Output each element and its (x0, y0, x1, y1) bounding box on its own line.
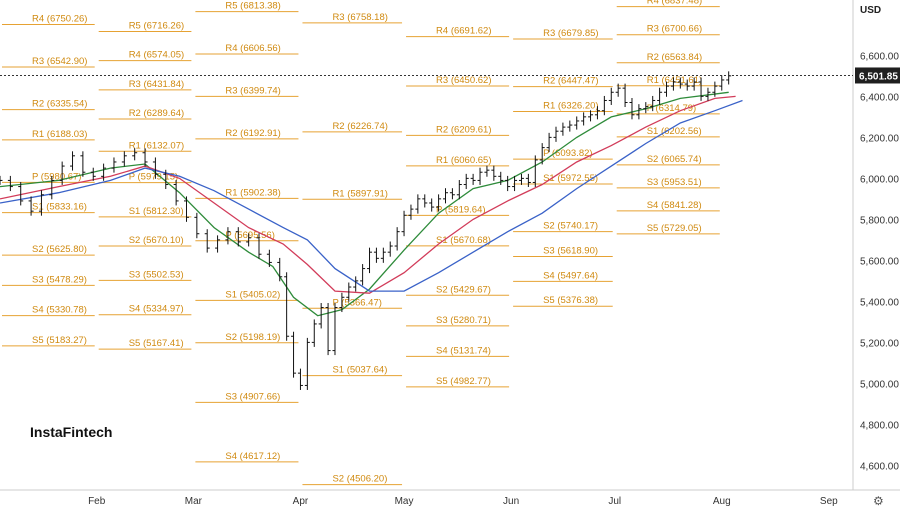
x-tick-label: Aug (713, 496, 731, 507)
y-tick-label: 5,600.00 (860, 256, 899, 267)
x-tick-label: Feb (88, 496, 106, 507)
pivot-label: R3 (6700.66) (647, 24, 702, 35)
pivot-label: P (5366.47) (332, 297, 381, 308)
pivot-label: S1 (5670.68) (436, 235, 491, 246)
y-tick-label: 5,400.00 (860, 297, 899, 308)
pivot-label: R5 (6813.38) (225, 1, 280, 12)
pivot-label: S3 (4907.66) (225, 391, 280, 402)
pivot-label: R1 (5902.38) (225, 187, 280, 198)
pivot-label: R2 (6447.47) (543, 76, 598, 87)
settings-gear-icon[interactable]: ⚙ (873, 494, 884, 508)
pivot-label: P (5980.67) (32, 171, 81, 182)
pivot-label: S1 (6202.56) (647, 126, 702, 137)
y-tick-label: 6,600.00 (860, 51, 899, 62)
pivot-label: S1 (5812.30) (129, 206, 184, 217)
pivot-label: S5 (4982.77) (436, 376, 491, 387)
pivot-label: R3 (6399.74) (225, 85, 280, 96)
moving-average-line (0, 91, 729, 317)
pivot-label: R4 (6691.62) (436, 26, 491, 37)
y-tick-label: 5,200.00 (860, 338, 899, 349)
pivot-label: R3 (6758.18) (332, 12, 387, 23)
x-tick-label: Jun (503, 496, 519, 507)
pivot-label: R2 (6192.91) (225, 128, 280, 139)
pivot-label: S5 (5729.05) (647, 223, 702, 234)
candle-layer (0, 71, 732, 390)
current-price-label: 6,501.85 (859, 71, 898, 82)
pivot-label: S2 (4506.20) (332, 474, 387, 485)
pivot-label: R3 (6450.62) (436, 75, 491, 86)
moving-average-layer (0, 91, 743, 317)
pivot-label: R1 (6326.20) (543, 100, 598, 111)
pivot-label: S3 (5618.90) (543, 246, 598, 257)
brand-logo: InstaFintech (30, 424, 112, 440)
pivot-label: S4 (5841.28) (647, 200, 702, 211)
y-tick-label: 6,200.00 (860, 133, 899, 144)
pivot-label: P (5979.15) (129, 172, 178, 183)
pivot-label: S5 (5183.27) (32, 335, 87, 346)
x-tick-label: Mar (185, 496, 203, 507)
pivot-label: S1 (5833.16) (32, 202, 87, 213)
pivot-label: S1 (5405.02) (225, 289, 280, 300)
y-tick-label: 6,000.00 (860, 174, 899, 185)
pivot-label: R2 (6226.74) (332, 121, 387, 132)
pivot-label: S3 (5280.71) (436, 315, 491, 326)
y-tick-label: 5,800.00 (860, 215, 899, 226)
pivot-label: R1 (6132.07) (129, 140, 184, 151)
pivot-label: R4 (6837.48) (647, 0, 702, 7)
pivot-label: P (6314.79) (647, 103, 696, 114)
moving-average-line (0, 99, 743, 292)
pivot-label: R1 (6451.61) (647, 75, 702, 86)
pivot-label: S2 (5670.10) (129, 235, 184, 246)
pivot-label: R3 (6542.90) (32, 56, 87, 67)
pivot-label: S1 (5037.64) (332, 365, 387, 376)
pivot-label: P (5695.56) (225, 230, 274, 241)
pivot-label: R3 (6679.85) (543, 28, 598, 39)
pivot-label: S4 (5131.74) (436, 345, 491, 356)
pivot-label: S3 (5502.53) (129, 269, 184, 280)
pivot-label: S3 (5953.51) (647, 177, 702, 188)
y-tick-label: 5,000.00 (860, 379, 899, 390)
pivot-label: R2 (6209.61) (436, 124, 491, 135)
pivot-label: S1 (5972.55) (543, 173, 598, 184)
pivot-label: S2 (5198.19) (225, 332, 280, 343)
x-tick-label: Jul (608, 496, 621, 507)
pivot-label: S5 (5167.41) (129, 338, 184, 349)
pivot-label: R4 (6606.56) (225, 43, 280, 54)
pivot-label: R1 (6188.03) (32, 129, 87, 140)
pivot-label: R1 (5897.91) (332, 188, 387, 199)
pivot-label: R2 (6563.84) (647, 52, 702, 63)
currency-label[interactable]: USD (860, 5, 881, 16)
pivot-label: S4 (5497.64) (543, 270, 598, 281)
x-tick-label: Apr (293, 496, 309, 507)
pivot-label: R3 (6431.84) (129, 79, 184, 90)
pivot-label: R1 (6060.65) (436, 155, 491, 166)
y-tick-label: 6,400.00 (860, 92, 899, 103)
y-tick-label: 4,800.00 (860, 420, 899, 431)
x-tick-label: May (395, 496, 414, 507)
x-tick-label: Sep (820, 496, 838, 507)
pivot-label: P (5819.64) (436, 204, 485, 215)
pivot-label: R2 (6335.54) (32, 99, 87, 110)
pivot-label: S3 (5478.29) (32, 274, 87, 285)
pivot-label: S4 (5330.78) (32, 305, 87, 316)
pivot-label: S2 (6065.74) (647, 154, 702, 165)
pivot-label: S2 (5429.67) (436, 284, 491, 295)
pivot-label: S4 (4617.12) (225, 451, 280, 462)
pivot-label: R4 (6574.05) (129, 50, 184, 61)
pivot-label: S2 (5740.17) (543, 221, 598, 232)
pivot-layer: R4 (6750.26) R3 (6542.90) R2 (6335.54) R1 (… (2, 0, 720, 486)
pivot-label: R4 (6750.26) (32, 14, 87, 25)
pivot-label: S2 (5625.80) (32, 244, 87, 255)
pivot-label: R5 (6716.26) (129, 21, 184, 32)
pivot-label: R2 (6289.64) (129, 108, 184, 119)
y-tick-label: 4,600.00 (860, 461, 899, 472)
pivot-label: P (6093.82) (543, 148, 592, 159)
pivot-label: S4 (5334.97) (129, 304, 184, 315)
pivot-label: S5 (5376.38) (543, 295, 598, 306)
current-price-badge (855, 67, 900, 84)
